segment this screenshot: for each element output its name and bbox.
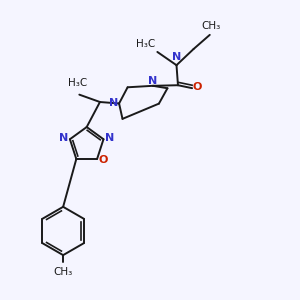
Text: N: N bbox=[109, 98, 119, 109]
Text: N: N bbox=[105, 133, 115, 143]
Text: CH₃: CH₃ bbox=[53, 268, 73, 278]
Text: H₃C: H₃C bbox=[136, 39, 155, 49]
Text: O: O bbox=[193, 82, 202, 92]
Text: N: N bbox=[172, 52, 182, 62]
Text: CH₃: CH₃ bbox=[202, 21, 221, 31]
Text: O: O bbox=[99, 154, 108, 165]
Text: N: N bbox=[59, 133, 68, 143]
Text: H₃C: H₃C bbox=[68, 78, 88, 88]
Text: N: N bbox=[148, 76, 158, 85]
